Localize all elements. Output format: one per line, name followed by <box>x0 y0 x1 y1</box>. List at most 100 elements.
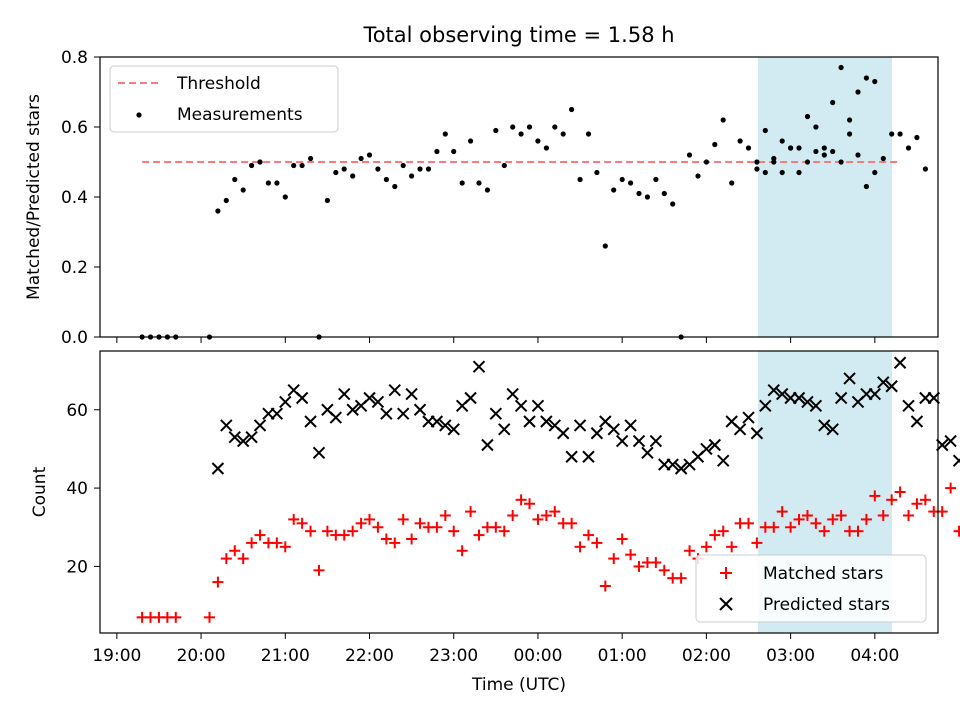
predicted-star-point <box>253 419 267 432</box>
measurement-point <box>552 124 558 130</box>
predicted-star-point <box>607 423 620 436</box>
x-tick-label: 03:00 <box>766 646 815 666</box>
measurement-point <box>400 162 406 169</box>
measurement-point <box>282 194 288 200</box>
measurement-point <box>358 155 364 162</box>
measurement-point <box>257 159 263 165</box>
predicted-star-point <box>573 419 587 432</box>
matched-star-point <box>894 486 906 498</box>
matched-star-point <box>953 525 960 537</box>
measurement-point <box>838 64 844 71</box>
measurement-point <box>905 145 912 151</box>
measurement-point <box>745 145 752 151</box>
matched-star-point <box>903 510 915 521</box>
bottom-y-tick-label: 20 <box>66 557 88 577</box>
measurement-point <box>872 169 878 176</box>
predicted-star-point <box>228 430 241 444</box>
measurement-point <box>526 124 533 130</box>
matched-star-point <box>776 506 788 518</box>
measurement-point <box>350 173 356 179</box>
measurement-point <box>223 197 229 204</box>
x-tick-label: 02:00 <box>682 646 731 666</box>
measurement-point <box>249 162 255 169</box>
measurement-point <box>341 166 347 172</box>
predicted-star-point <box>759 399 772 413</box>
predicted-star-point <box>826 423 839 436</box>
measurement-point <box>880 155 886 162</box>
predicted-star-point <box>295 391 309 405</box>
matched-star-point <box>448 525 460 537</box>
predicted-star-point <box>742 411 755 424</box>
measurement-point <box>762 127 768 134</box>
legend-measurements-swatch <box>136 112 142 118</box>
predicted-star-point <box>649 434 663 448</box>
predicted-star-point <box>540 415 553 428</box>
matched-star-point <box>431 521 443 533</box>
bottom-legend: Matched stars Predicted stars <box>695 554 927 623</box>
matched-star-point <box>338 529 350 541</box>
measurement-point <box>215 208 221 214</box>
bottom-legend-box <box>695 554 927 623</box>
predicted-star-point <box>388 383 401 397</box>
predicted-star-point <box>624 419 637 432</box>
predicted-star-point <box>236 434 250 448</box>
predicted-star-point <box>270 407 284 420</box>
predicted-star-point <box>582 450 595 463</box>
measurement-point <box>821 152 827 158</box>
measurement-point <box>265 180 271 186</box>
matched-star-point <box>406 533 418 545</box>
measurement-point <box>855 89 861 95</box>
matched-star-point <box>355 517 367 529</box>
measurement-point <box>417 166 423 172</box>
predicted-star-point <box>792 391 806 405</box>
predicted-star-point <box>413 403 427 416</box>
matched-star-point <box>279 541 291 553</box>
measurement-point <box>863 75 870 81</box>
measurement-point <box>821 145 827 151</box>
matched-star-point <box>793 513 805 525</box>
predicted-star-point <box>279 395 292 409</box>
top-legend: Threshold Measurements <box>109 65 339 133</box>
top-y-tick-label: 0.2 <box>61 258 88 278</box>
measurement-point <box>392 183 398 190</box>
measurement-point <box>847 117 853 123</box>
x-tick-label: 00:00 <box>513 646 562 666</box>
matched-star-point <box>810 517 822 529</box>
matched-star-point <box>919 494 931 506</box>
x-tick-label: 20:00 <box>177 646 226 666</box>
measurement-point <box>628 180 634 186</box>
measurement-point <box>240 187 246 193</box>
matched-star-point <box>860 513 872 525</box>
measurement-point <box>459 180 465 186</box>
matched-star-point <box>877 510 889 521</box>
measurement-point <box>653 176 659 183</box>
measurement-point <box>661 190 667 197</box>
predicted-star-point <box>674 462 688 475</box>
measurement-point <box>232 176 238 183</box>
predicted-star-point <box>430 415 444 428</box>
predicted-star-point <box>447 423 460 436</box>
x-tick-label: 21:00 <box>261 646 310 666</box>
measurement-point <box>560 131 566 137</box>
measurement-point <box>838 159 844 165</box>
measurement-point <box>788 145 794 151</box>
predicted-star-point <box>514 399 528 413</box>
predicted-star-point <box>220 419 233 432</box>
matched-star-point <box>566 517 578 529</box>
predicted-star-point <box>868 387 882 401</box>
measurement-point <box>695 173 701 179</box>
predicted-star-point <box>506 387 519 401</box>
measurement-point <box>535 138 541 144</box>
measurement-point <box>543 145 550 151</box>
matched-star-point <box>203 611 215 623</box>
predicted-star-point <box>439 419 452 432</box>
measurement-point <box>644 194 651 200</box>
x-tick-label: 19:00 <box>92 646 141 666</box>
predicted-star-point <box>615 434 629 448</box>
bottom-y-tick-label: 60 <box>66 401 88 421</box>
matched-star-point <box>212 576 224 588</box>
matched-star-point <box>288 513 300 525</box>
measurement-point <box>703 159 710 165</box>
bottom-axes-frame <box>99 350 939 634</box>
